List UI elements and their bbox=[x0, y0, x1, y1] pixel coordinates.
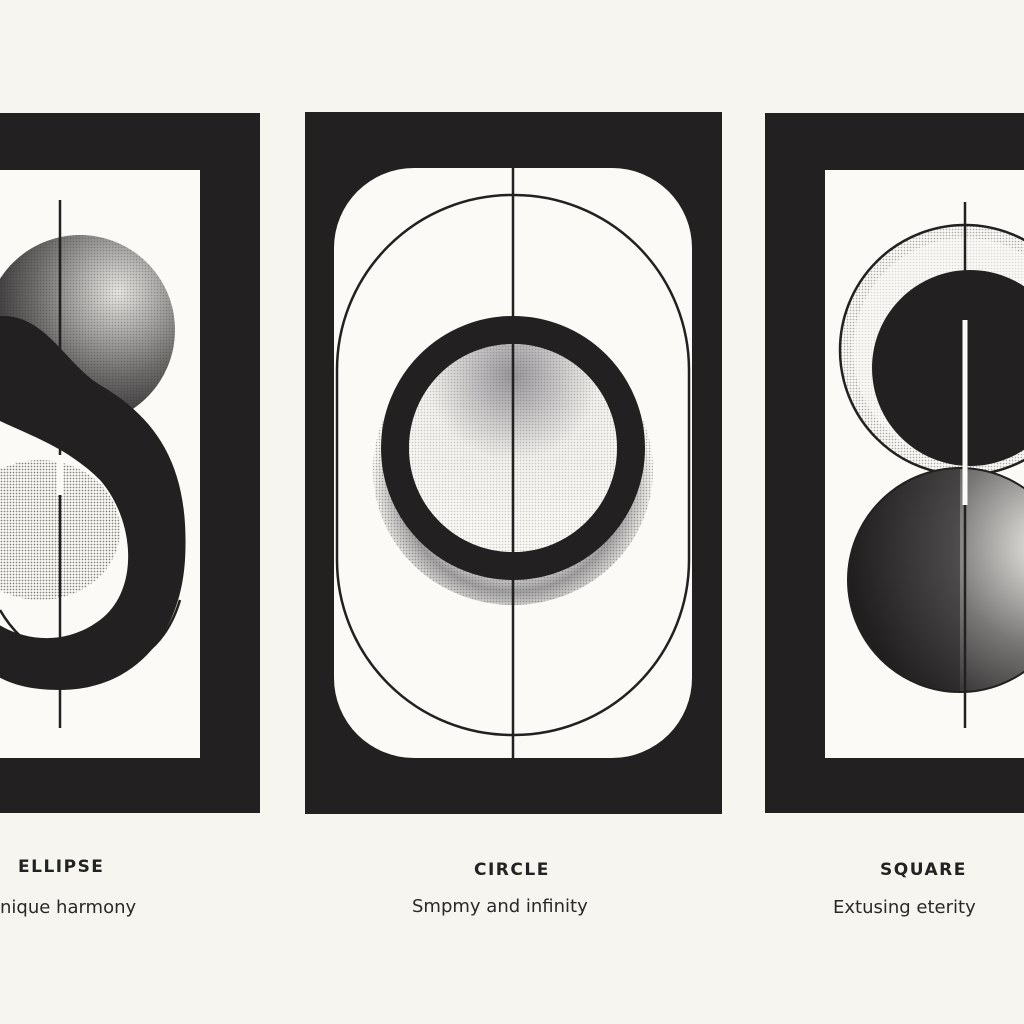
panel-circle bbox=[305, 112, 722, 814]
figure-eight-icon bbox=[838, 202, 1024, 728]
panel-ellipse bbox=[0, 113, 260, 813]
caption-title-ellipse: ELLIPSE bbox=[18, 857, 105, 877]
caption-subtitle-square: Extusing eterity bbox=[833, 897, 976, 918]
caption-subtitle-circle: Smpmy and infinity bbox=[412, 896, 588, 917]
caption-title-square: SQUARE bbox=[880, 860, 967, 880]
caption-subtitle-ellipse: nique harmony bbox=[0, 897, 137, 918]
s-shape-icon bbox=[0, 200, 186, 728]
panel-square bbox=[765, 113, 1024, 813]
caption-title-circle: CIRCLE bbox=[474, 860, 550, 880]
